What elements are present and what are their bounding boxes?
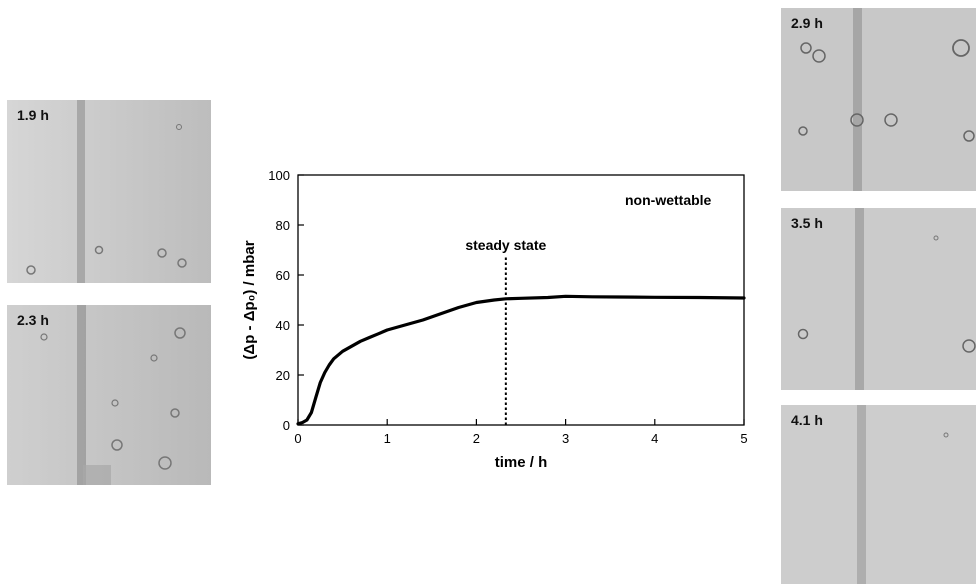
x-tick-label: 3 [562,431,569,446]
x-tick-label: 0 [294,431,301,446]
series-line [296,294,746,426]
y-tick-label: 20 [276,368,290,383]
droplet-image [7,305,211,485]
y-axis-label: (Δp - Δp₀) / mbar [241,240,258,359]
droplet-photo-3-5h: 3.5 h [781,208,976,390]
droplet-image [781,208,976,390]
photo-time-label: 3.5 h [791,215,823,231]
droplet-photo-1-9h: 1.9 h [7,100,211,283]
droplet-image [781,8,976,191]
x-tick-label: 2 [473,431,480,446]
photo-time-label: 2.9 h [791,15,823,31]
photo-time-label: 1.9 h [17,107,49,123]
steady-state-label: steady state [465,237,546,253]
x-axis-label: time / h [495,454,548,471]
droplet-image [7,100,211,283]
y-tick-label: 100 [268,168,290,183]
x-tick-label: 5 [740,431,747,446]
x-tick-label: 4 [651,431,658,446]
plot-area-frame [297,174,745,426]
photo-time-label: 2.3 h [17,312,49,328]
x-tick-label: 1 [384,431,391,446]
y-tick-label: 40 [276,318,290,333]
droplet-photo-2-9h: 2.9 h [781,8,976,191]
y-tick-label: 60 [276,268,290,283]
y-tick-label: 80 [276,218,290,233]
droplet-photo-4-1h: 4.1 h [781,405,976,584]
droplet-photo-2-3h: 2.3 h [7,305,211,485]
non-wettable-label: non-wettable [625,192,712,208]
y-tick-label: 0 [283,418,290,433]
droplet-image [781,405,976,584]
photo-time-label: 4.1 h [791,412,823,428]
pressure-time-chart: 0 1 2 3 4 5 0 20 40 60 80 100 steady state non-wet… [241,168,748,471]
